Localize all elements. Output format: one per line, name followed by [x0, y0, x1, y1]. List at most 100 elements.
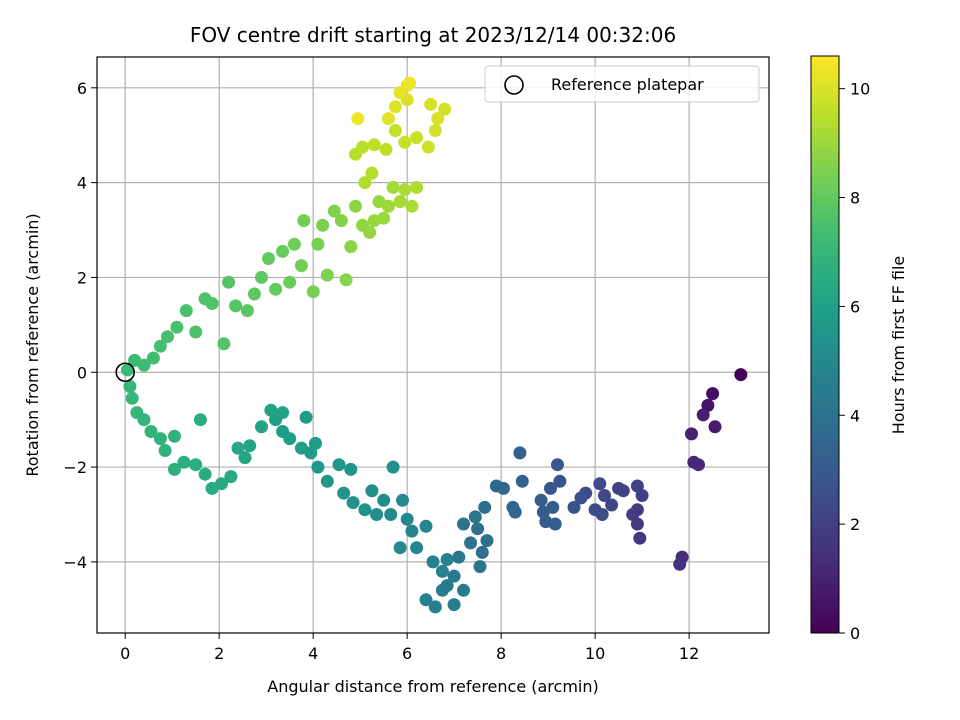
scatter-point	[170, 320, 184, 334]
x-axis-label: Angular distance from reference (arcmin)	[267, 677, 598, 696]
scatter-point	[377, 493, 391, 507]
scatter-point	[438, 102, 452, 116]
x-tick-label: 0	[120, 644, 130, 663]
scatter-point	[198, 467, 212, 481]
scatter-point	[457, 583, 470, 597]
scatter-point	[419, 593, 433, 607]
scatter-point	[605, 498, 619, 512]
scatter-point	[264, 403, 278, 417]
scatter-point	[125, 391, 139, 405]
scatter-point	[595, 508, 609, 521]
scatter-point	[379, 142, 393, 156]
scatter-point	[685, 427, 698, 441]
colorbar-tick-label: 2	[850, 515, 860, 534]
legend: Reference platepar	[484, 65, 760, 103]
scatter-point	[356, 140, 369, 154]
colorbar-tick-label: 0	[850, 624, 860, 643]
scatter-point	[189, 458, 203, 472]
scatter-point	[363, 225, 377, 239]
scatter-point	[452, 550, 466, 564]
y-tick-label: 6	[77, 79, 87, 98]
scatter-point	[344, 240, 358, 254]
y-axis-label: Rotation from reference (arcmin)	[23, 213, 42, 476]
scatter-point	[447, 598, 461, 612]
scatter-point	[419, 519, 433, 533]
scatter-point	[473, 560, 487, 574]
scatter-point	[546, 500, 560, 514]
scatter-point	[435, 564, 449, 578]
scatter-point	[123, 380, 137, 393]
scatter-point	[247, 287, 261, 301]
scatter-point	[574, 491, 588, 505]
y-tick-label: −2	[63, 458, 87, 477]
reference-platepar-marker	[115, 362, 135, 383]
scatter-point	[294, 259, 308, 273]
scatter-point	[381, 199, 395, 213]
legend-marker-open-circle	[504, 75, 524, 95]
colorbar-tick-label: 4	[850, 406, 860, 425]
scatter-point	[193, 413, 207, 427]
scatter-point	[294, 441, 308, 455]
scatter-point	[153, 432, 167, 446]
scatter-point	[513, 446, 527, 460]
scatter-point	[276, 425, 290, 438]
scatter-point	[384, 508, 398, 521]
scatter-point	[508, 505, 522, 519]
scatter-point	[377, 211, 391, 225]
x-tick-label: 6	[402, 644, 412, 663]
scatter-point	[351, 112, 365, 126]
scatter-point	[431, 112, 445, 126]
scatter-point	[243, 439, 257, 453]
scatter-point	[339, 273, 353, 287]
colorbar-label: Hours from first FF file	[889, 256, 908, 435]
scatter-point	[626, 508, 640, 521]
scatter-point	[534, 493, 548, 507]
scatter-point	[349, 199, 362, 213]
scatter-points	[121, 76, 748, 614]
scatter-point	[428, 124, 442, 137]
scatter-point	[388, 124, 402, 137]
scatter-point	[320, 268, 334, 282]
chart-title: FOV centre drift starting at 2023/12/14 …	[190, 23, 676, 47]
x-tick-label: 4	[308, 644, 318, 663]
colorbar-tick-label: 8	[850, 189, 860, 208]
scatter-point	[297, 214, 311, 228]
scatter-point	[515, 474, 529, 488]
scatter-point	[365, 484, 379, 498]
x-tick-label: 12	[679, 644, 699, 663]
scatter-point	[311, 460, 325, 474]
scatter-point	[255, 420, 268, 434]
scatter-point	[337, 486, 351, 500]
scatter-point	[612, 481, 626, 495]
scatter-point	[370, 508, 384, 521]
scatter-point	[426, 555, 440, 569]
x-tick-label: 10	[585, 644, 605, 663]
scatter-point	[365, 166, 379, 180]
scatter-point	[381, 112, 395, 126]
scatter-point	[121, 363, 134, 377]
scatter-point	[306, 285, 320, 299]
scatter-point	[153, 339, 167, 353]
scatter-point	[424, 97, 438, 111]
scatter-point	[548, 517, 562, 531]
scatter-point	[405, 524, 419, 538]
scatter-point	[421, 140, 435, 154]
scatter-point	[358, 176, 372, 190]
x-tick-label: 2	[214, 644, 224, 663]
scatter-point	[311, 237, 325, 251]
scatter-point	[276, 244, 290, 258]
scatter-point	[551, 458, 564, 472]
scatter-point	[633, 531, 647, 545]
scatter-point	[386, 180, 400, 194]
scatter-point	[410, 180, 424, 194]
scatter-point	[144, 425, 158, 438]
colorbar-gradient	[810, 55, 840, 634]
scatter-point	[224, 470, 238, 484]
scatter-point	[696, 408, 710, 422]
scatter-point	[393, 541, 407, 555]
y-tick-label: 0	[77, 363, 87, 382]
scatter-point	[177, 455, 191, 469]
x-tick-label: 8	[496, 644, 506, 663]
scatter-point	[471, 522, 485, 536]
